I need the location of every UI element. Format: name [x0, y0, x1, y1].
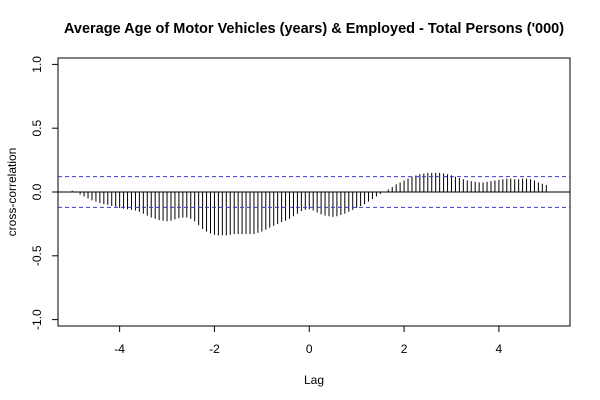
y-tick-label: -1.0: [30, 309, 44, 330]
y-tick-label: 0.5: [30, 120, 44, 137]
plot-area: -4 -2 0 2 4 -1.0 -0.5 0.0 0.5 1.0: [30, 56, 571, 356]
x-tick-label: 0: [306, 342, 313, 356]
y-tick-label: 1.0: [30, 56, 44, 73]
x-tick-label: -4: [114, 342, 125, 356]
y-tick-label: 0.0: [30, 183, 44, 200]
x-axis-label: Lag: [304, 373, 324, 387]
chart-title: Average Age of Motor Vehicles (years) & …: [64, 21, 564, 37]
y-axis-label: cross-correlation: [5, 148, 19, 237]
y-tick-label: -0.5: [30, 245, 44, 266]
x-tick-label: 2: [401, 342, 408, 356]
x-tick-label: 4: [496, 342, 503, 356]
x-tick-label: -2: [209, 342, 220, 356]
